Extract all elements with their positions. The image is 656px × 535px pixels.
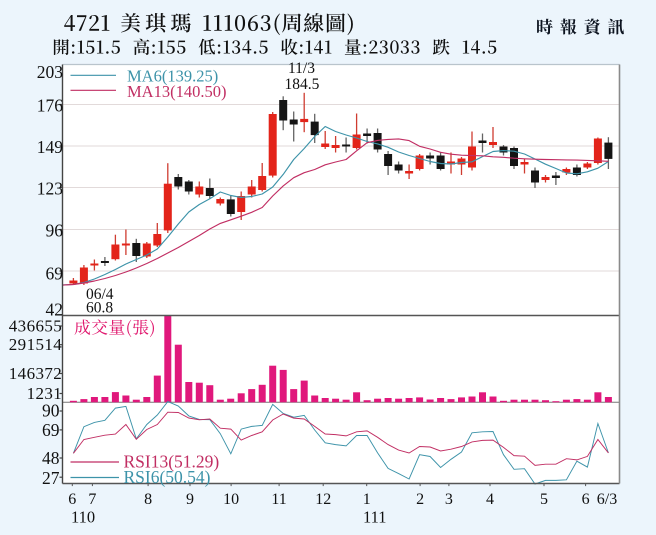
svg-text:176: 176 <box>37 96 64 116</box>
svg-text:5: 5 <box>540 491 548 508</box>
svg-text:2: 2 <box>416 491 424 508</box>
svg-text:60.8: 60.8 <box>86 300 113 317</box>
svg-text:6: 6 <box>68 491 76 508</box>
svg-text:436655: 436655 <box>9 317 62 336</box>
svg-text:11: 11 <box>271 491 286 508</box>
svg-text:203: 203 <box>37 62 64 82</box>
svg-text:6/3: 6/3 <box>597 491 617 508</box>
svg-text:69: 69 <box>42 420 60 440</box>
svg-text:146372: 146372 <box>9 364 62 383</box>
svg-text:RSI6(50.54): RSI6(50.54) <box>124 467 211 487</box>
svg-text:184.5: 184.5 <box>285 76 320 93</box>
svg-text:8: 8 <box>144 491 152 508</box>
svg-text:9: 9 <box>186 491 194 508</box>
svg-text:69: 69 <box>46 264 64 284</box>
svg-text:12: 12 <box>315 491 331 508</box>
svg-text:MA13(140.50): MA13(140.50) <box>127 82 226 101</box>
svg-text:3: 3 <box>445 491 453 508</box>
svg-text:11/3: 11/3 <box>288 60 315 77</box>
svg-text:27: 27 <box>42 468 60 488</box>
svg-text:149: 149 <box>37 137 64 157</box>
svg-text:110: 110 <box>71 508 95 527</box>
svg-text:10: 10 <box>223 491 239 508</box>
svg-text:291514: 291514 <box>9 335 62 354</box>
svg-text:RSI13(51.29): RSI13(51.29) <box>124 452 220 472</box>
svg-text:96: 96 <box>46 221 64 241</box>
svg-text:1231: 1231 <box>27 384 63 403</box>
svg-text:6: 6 <box>582 491 590 508</box>
svg-text:7: 7 <box>88 491 96 508</box>
svg-text:111: 111 <box>363 508 387 527</box>
svg-text:4: 4 <box>486 491 494 508</box>
svg-text:1: 1 <box>363 491 371 508</box>
svg-text:123: 123 <box>37 179 64 199</box>
svg-text:MA6(139.25): MA6(139.25) <box>127 67 218 86</box>
svg-text:42: 42 <box>46 299 64 319</box>
svg-text:90: 90 <box>42 401 60 421</box>
svg-text:06/4: 06/4 <box>86 286 114 303</box>
svg-text:48: 48 <box>42 448 60 468</box>
